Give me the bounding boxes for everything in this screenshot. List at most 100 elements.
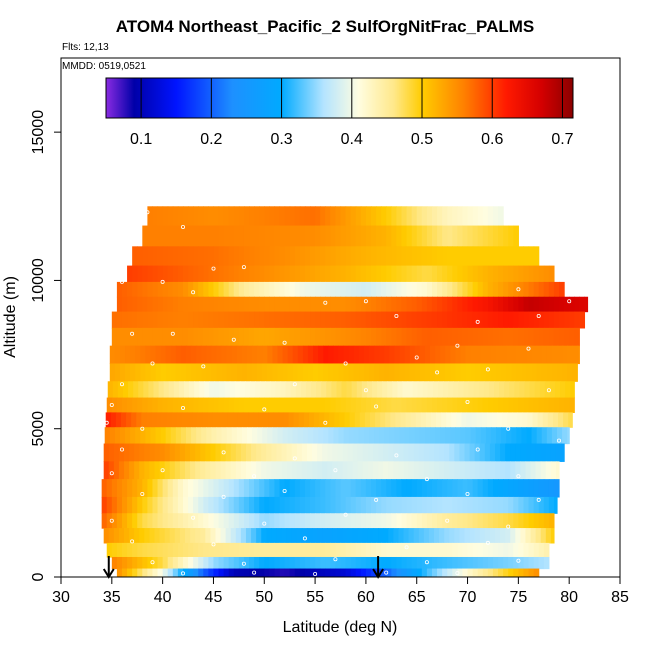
heat-cell <box>412 381 419 399</box>
heat-cell <box>206 345 213 365</box>
heat-cell <box>360 568 367 577</box>
heat-cell <box>381 397 387 413</box>
heat-cell <box>467 513 474 529</box>
heat-cell <box>182 281 189 298</box>
heat-cell <box>487 206 494 227</box>
heat-cell <box>357 528 364 544</box>
heat-cell <box>142 397 148 413</box>
heat-cell <box>520 528 527 544</box>
heat-cell <box>182 513 189 529</box>
heat-cell <box>203 281 209 298</box>
heat-cell <box>350 225 357 247</box>
heat-cell <box>393 528 400 544</box>
heat-cell <box>503 496 509 514</box>
heat-cell <box>432 381 439 399</box>
sample-point <box>526 346 531 351</box>
heat-cell <box>366 381 373 399</box>
heat-cell <box>132 296 138 313</box>
sample-point <box>465 399 470 404</box>
heat-cell <box>182 327 189 347</box>
heat-cell <box>426 206 433 227</box>
heat-cell <box>360 542 367 558</box>
heat-cell <box>307 427 314 445</box>
heat-cell <box>226 363 233 382</box>
heat-cell <box>330 542 337 558</box>
heat-cell <box>396 542 403 558</box>
heat-cell <box>330 265 337 283</box>
heat-cell <box>442 479 448 498</box>
heat-cell <box>528 265 535 283</box>
sample-point <box>252 570 257 575</box>
heat-cell <box>462 327 469 347</box>
heat-cell <box>447 281 453 298</box>
heat-cell <box>455 363 462 382</box>
heat-cell <box>162 542 169 558</box>
heat-cell <box>335 265 342 283</box>
heat-cell <box>320 281 326 298</box>
heat-cell <box>556 427 563 445</box>
heat-cell <box>523 496 530 514</box>
heat-cell <box>304 397 311 413</box>
heat-cell <box>499 381 505 399</box>
heat-cell <box>462 542 469 558</box>
x-axis-label: Latitude (deg N) <box>283 619 398 636</box>
heat-cell <box>485 363 492 382</box>
colorbar-tick-label: 0.1 <box>130 131 152 148</box>
heat-cell <box>249 397 255 413</box>
heat-cell <box>414 345 421 365</box>
heat-cell <box>346 381 353 399</box>
heat-cell <box>523 265 530 283</box>
heat-cell <box>393 461 400 480</box>
heat-cell <box>475 427 482 445</box>
heat-cell <box>262 363 268 382</box>
heat-cell <box>375 412 381 428</box>
colorbar-tick-label: 0.6 <box>481 131 503 148</box>
heat-cell <box>406 568 413 577</box>
heat-cell <box>350 556 357 570</box>
heat-cell <box>200 461 206 480</box>
heat-cell <box>188 556 194 570</box>
heat-cell <box>249 296 255 313</box>
heat-cell <box>243 327 250 347</box>
heat-cell <box>233 542 240 558</box>
heat-cell <box>255 381 261 399</box>
heat-cell <box>538 496 545 514</box>
heat-cell <box>477 206 484 227</box>
heat-cell <box>483 381 490 399</box>
heat-cell <box>472 479 479 498</box>
heat-cell <box>401 225 408 247</box>
heat-cell <box>471 412 478 428</box>
heat-cell <box>464 528 471 544</box>
heat-cell <box>142 496 148 514</box>
sample-point <box>455 571 460 576</box>
heat-cell <box>240 528 247 544</box>
heat-cell <box>393 443 400 462</box>
heat-cell <box>246 345 253 365</box>
heat-cell <box>157 296 164 313</box>
heat-cell <box>335 246 342 267</box>
heat-cell <box>335 225 342 247</box>
heat-cell <box>345 265 352 283</box>
heat-cell <box>377 381 383 399</box>
heat-cell <box>528 513 535 529</box>
heat-cell <box>397 381 404 399</box>
heat-cell <box>299 496 306 514</box>
heat-cell <box>555 461 560 480</box>
heat-cell <box>437 513 443 529</box>
heat-cell <box>546 363 553 382</box>
heat-cell <box>535 461 542 480</box>
heat-cell <box>548 397 555 413</box>
heat-cell <box>310 479 316 498</box>
heat-cell <box>364 412 371 428</box>
heat-cell <box>349 412 356 428</box>
heat-cell <box>125 345 131 365</box>
heat-cell <box>487 265 494 283</box>
altitude-band <box>132 246 540 267</box>
heat-cell <box>450 427 456 445</box>
heat-cell <box>551 345 558 365</box>
heat-cell <box>177 311 184 329</box>
heat-cell <box>269 327 276 347</box>
heat-cell <box>548 479 555 498</box>
heat-cell <box>233 206 240 227</box>
heat-cell <box>301 528 308 544</box>
